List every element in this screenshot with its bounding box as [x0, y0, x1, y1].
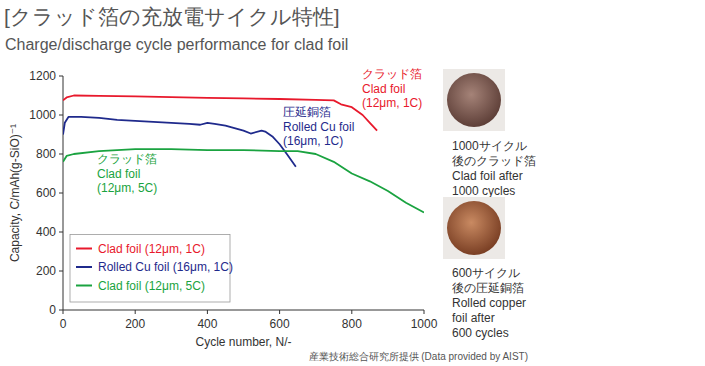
annotation: Clad foil — [97, 167, 140, 181]
y-tick — [59, 193, 63, 194]
legend-label: Rolled Cu foil (16μm, 1C) — [98, 260, 233, 274]
x-tick-label: 0 — [60, 317, 67, 331]
x-tick — [351, 310, 352, 314]
legend-swatch — [76, 248, 92, 250]
title: [クラッド箔の充放電サイクル特性] — [4, 5, 340, 28]
plot-area — [63, 96, 424, 213]
annotation: (16μm, 1C) — [283, 134, 343, 148]
annotation: 圧延銅箔 — [283, 105, 331, 119]
photo-caption: 後のクラッド箔 — [452, 154, 536, 168]
photo-caption: 1000 cycles — [452, 184, 515, 198]
photo-caption: 後の圧延銅箔 — [452, 281, 524, 295]
x-tick — [424, 310, 425, 314]
x-axis-line — [63, 310, 424, 311]
x-tick — [63, 310, 64, 314]
legend-label: Clad foil (12μm, 5C) — [98, 279, 205, 293]
x-axis-label: Cycle number, N/- — [195, 335, 291, 349]
y-tick-label: 1200 — [29, 69, 56, 83]
x-tick — [207, 310, 208, 314]
y-tick — [59, 115, 63, 116]
y-tick — [59, 271, 63, 272]
chart: [クラッド箔の充放電サイクル特性] Charge/discharge cycle … — [0, 0, 705, 366]
annotation: Rolled Cu foil — [283, 120, 354, 134]
x-tick-label: 1000 — [411, 317, 438, 331]
annotation: クラッド箔 — [362, 67, 422, 81]
subtitle: Charge/discharge cycle performance for c… — [5, 36, 348, 53]
y-tick-label: 800 — [36, 147, 56, 161]
y-tick — [59, 76, 63, 77]
photo-caption: Clad foil after — [452, 169, 523, 183]
annotation: (12μm, 5C) — [97, 181, 157, 195]
x-tick-label: 400 — [197, 317, 217, 331]
source: 産業技術総合研究所提供 (Data provided by AIST) — [309, 351, 529, 362]
y-tick-label: 1000 — [29, 108, 56, 122]
x-tick-label: 200 — [125, 317, 145, 331]
photo-caption: 1000サイクル — [452, 139, 527, 153]
photo — [447, 73, 501, 127]
photo-caption: 600サイクル — [452, 266, 520, 280]
y-tick-label: 600 — [36, 186, 56, 200]
photo-background — [443, 69, 505, 131]
x-tick-label: 600 — [270, 317, 290, 331]
legend: Clad foil (12μm, 1C) Rolled Cu foil (16μm… — [70, 235, 233, 303]
legend-label: Clad foil (12μm, 1C) — [98, 242, 205, 256]
photo-caption: foil after — [452, 311, 495, 325]
x-tick — [279, 310, 280, 314]
y-axis-label: Capacity, C/mAh(g-SiO)⁻¹ — [8, 124, 22, 262]
legend-swatch — [76, 285, 92, 287]
series-line — [63, 149, 424, 212]
y-tick — [59, 310, 63, 311]
annotation: Clad foil — [362, 82, 405, 96]
series-line — [63, 117, 296, 167]
photo — [447, 201, 501, 255]
photo-caption: Rolled copper — [452, 296, 526, 310]
y-tick — [59, 232, 63, 233]
y-tick-label: 200 — [36, 264, 56, 278]
y-tick-label: 400 — [36, 225, 56, 239]
y-tick-label: 0 — [49, 303, 56, 317]
photo-caption: 600 cycles — [452, 326, 509, 340]
photo-background — [443, 197, 505, 259]
annotation: (12μm, 1C) — [362, 96, 422, 110]
x-tick — [135, 310, 136, 314]
annotation: クラッド箔 — [97, 152, 157, 166]
y-tick — [59, 154, 63, 155]
legend-swatch — [76, 266, 92, 268]
x-tick-label: 800 — [342, 317, 362, 331]
